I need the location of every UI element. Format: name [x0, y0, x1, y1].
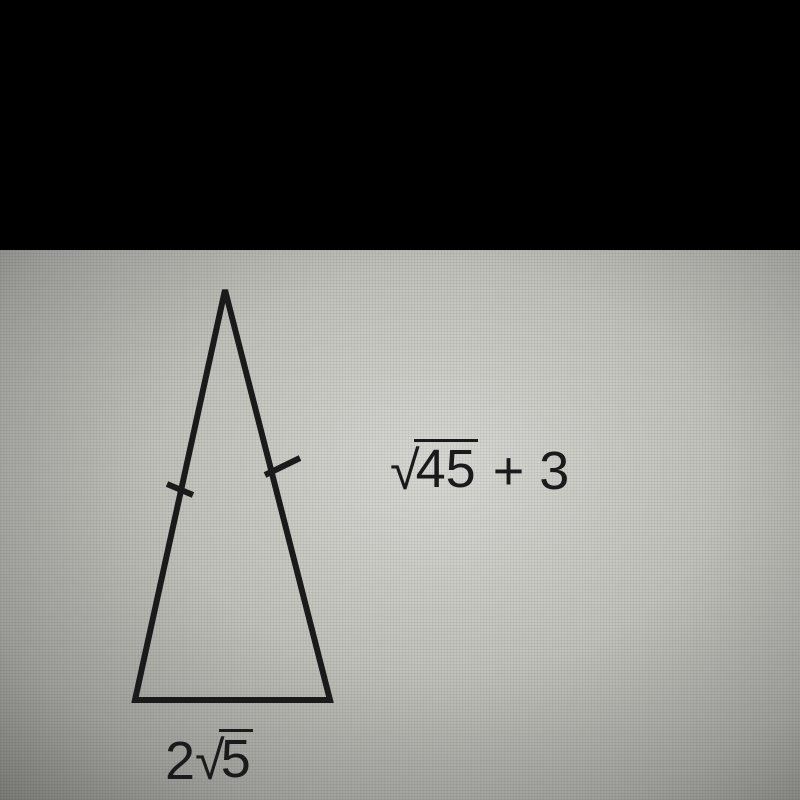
base-label: 25 — [165, 730, 253, 792]
base-radicand: 5 — [219, 729, 253, 786]
right-side-label: 45 + 3 — [390, 440, 569, 502]
right-radicand: 45 — [414, 439, 478, 496]
diagram-area: 45 + 3 25 — [0, 250, 800, 800]
triangle-shape — [135, 290, 330, 700]
isosceles-triangle — [115, 280, 375, 720]
base-prefix: 2 — [165, 731, 195, 791]
right-suffix: + 3 — [478, 441, 570, 501]
top-black-bar — [0, 0, 800, 250]
